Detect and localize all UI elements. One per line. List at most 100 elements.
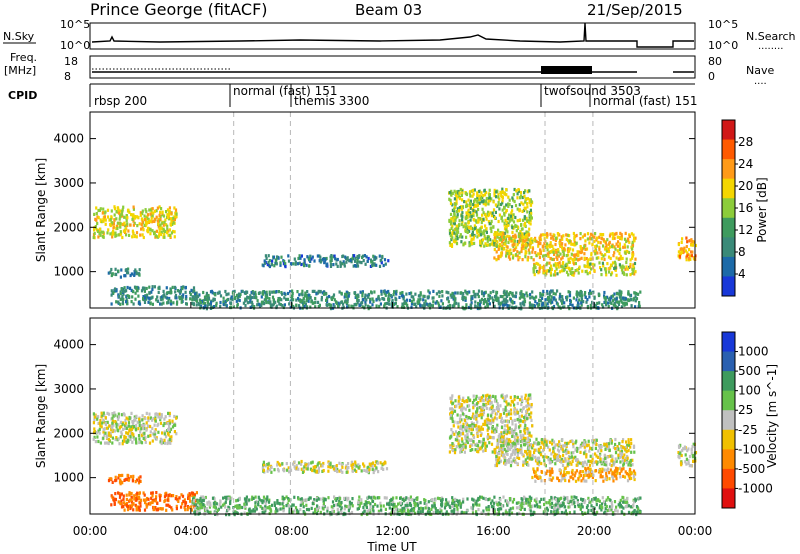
- heatmap-cell-region-2: [143, 289, 146, 293]
- heatmap-cell-region-7: [565, 270, 569, 274]
- heatmap-cell-region-5: [485, 190, 488, 195]
- heatmap-cell-region-4: [251, 495, 254, 499]
- heatmap-cell-region-4: [425, 502, 428, 506]
- heatmap-cell-region-1: [123, 478, 126, 482]
- heatmap-cell-region-5: [478, 194, 481, 198]
- heatmap-cell-region-4: [277, 508, 280, 512]
- heatmap-cell-region-4: [302, 302, 305, 306]
- heatmap-cell-region-5: [505, 203, 508, 207]
- heatmap-cell-region-5: [473, 443, 476, 447]
- heatmap-cell-region-0: [116, 206, 119, 210]
- heatmap-cell-region-4: [208, 510, 211, 515]
- heatmap-cell-region-6: [597, 240, 600, 244]
- heatmap-cell-region-4: [514, 295, 517, 299]
- heatmap-cell-region-4: [362, 298, 365, 302]
- heatmap-cell-region-0: [93, 415, 97, 419]
- heatmap-cell-region-0: [155, 209, 158, 213]
- heatmap-cell-region-6: [519, 235, 522, 239]
- heatmap-cell-region-4: [224, 299, 227, 303]
- heatmap-cell-region-4: [634, 498, 637, 502]
- heatmap-cell-region-4: [518, 505, 521, 509]
- heatmap-cell-region-5: [483, 188, 486, 192]
- heatmap-cell-region-4: [230, 496, 233, 500]
- heatmap-cell-region-3: [360, 469, 363, 473]
- heatmap-cell-region-3: [381, 255, 384, 259]
- heatmap-cell-region-4: [264, 509, 267, 513]
- heatmap-cell-region-4: [332, 303, 335, 307]
- heatmap-cell-region-4: [249, 305, 252, 309]
- heatmap-cell-region-2: [151, 500, 154, 504]
- heatmap-cell-region-0: [173, 414, 176, 419]
- heatmap-cell-region-6: [577, 253, 580, 257]
- heatmap-cell-region-7: [632, 269, 635, 273]
- heatmap-cell-region-4: [437, 301, 440, 305]
- heatmap-cell-region-5: [479, 233, 483, 237]
- heatmap-cell-region-4: [497, 302, 500, 306]
- heatmap-cell-region-5: [461, 218, 464, 222]
- heatmap-cell-region-7: [633, 272, 636, 276]
- heatmap-cell-region-0: [93, 427, 96, 431]
- heatmap-cell-region-4: [251, 291, 255, 295]
- heatmap-cell-region-5: [512, 240, 515, 244]
- heatmap-cell-region-2: [164, 295, 167, 299]
- heatmap-cell-region-3: [293, 257, 296, 261]
- heatmap-cell-region-4: [542, 289, 545, 293]
- heatmap-cell-region-4: [487, 505, 490, 509]
- heatmap-cell-region-5: [466, 230, 469, 234]
- heatmap-cell-region-0: [106, 231, 109, 235]
- heatmap-cell-region-2: [193, 493, 196, 497]
- heatmap-cell-region-5: [476, 204, 479, 208]
- heatmap-cell-region-6: [518, 255, 521, 260]
- heatmap-cell-region-5: [455, 198, 458, 202]
- heatmap-cell-region-0: [119, 230, 122, 234]
- heatmap-cell-region-6: [537, 244, 540, 248]
- heatmap-cell-region-4: [610, 296, 613, 300]
- heatmap-cell-region-2: [119, 302, 122, 306]
- heatmap-cell-region-0: [108, 424, 111, 428]
- heatmap-cell-region-4: [504, 297, 507, 302]
- heatmap-cell-region-4: [315, 496, 319, 500]
- heatmap-cell-region-4: [268, 505, 271, 509]
- heatmap-cell-region-3: [382, 462, 385, 466]
- heatmap-cell-region-6: [620, 237, 623, 241]
- heatmap-cell-region-4: [408, 292, 411, 296]
- heatmap-cell-region-1: [131, 479, 134, 483]
- heatmap-cell-region-6: [497, 255, 500, 259]
- heatmap-cell-region-1: [137, 476, 140, 480]
- heatmap-cell-region-2: [153, 285, 156, 289]
- heatmap-cell-region-4: [198, 502, 201, 506]
- heatmap-cell-region-4: [309, 305, 312, 309]
- heatmap-cell-region-2: [166, 301, 169, 305]
- heatmap-cell-region-5: [472, 202, 475, 207]
- heatmap-cell-region-5: [489, 211, 492, 215]
- heatmap-cell-region-4: [202, 299, 205, 303]
- heatmap-cell-region-2: [115, 289, 118, 293]
- heatmap-cell-region-3: [319, 260, 322, 264]
- heatmap-cell-region-0: [105, 436, 109, 440]
- heatmap-cell-region-3: [303, 258, 306, 262]
- heatmap-cell-region-2: [123, 289, 127, 293]
- heatmap-cell-region-2: [163, 495, 167, 499]
- heatmap-cell-region-3: [305, 467, 308, 471]
- heatmap-cell-region-2: [132, 508, 135, 512]
- heatmap-cell-region-2: [114, 287, 117, 291]
- heatmap-cell-region-0: [168, 213, 171, 217]
- heatmap-cell-region-0: [141, 209, 144, 213]
- heatmap-cell-region-4: [192, 501, 195, 505]
- heatmap-cell-region-6: [535, 253, 538, 258]
- heatmap-cell-region-4: [507, 501, 510, 505]
- heatmap-cell-region-0: [98, 421, 101, 425]
- heatmap-cell-region-4: [529, 292, 532, 297]
- heatmap-cell-region-3: [380, 466, 383, 470]
- heatmap-cell-region-4: [573, 505, 577, 509]
- heatmap-cell-region-4: [410, 299, 414, 304]
- heatmap-cell-region-4: [317, 497, 320, 501]
- heatmap-cell-region-0: [153, 217, 156, 221]
- heatmap-cell-region-0: [125, 233, 128, 237]
- heatmap-cell-region-5: [485, 230, 488, 234]
- heatmap-cell-region-8: [680, 247, 683, 251]
- heatmap-cell-region-4: [268, 297, 271, 301]
- heatmap-cell-region-0: [101, 211, 104, 215]
- heatmap-cell-region-0: [142, 235, 145, 240]
- heatmap-cell-region-5: [448, 228, 451, 232]
